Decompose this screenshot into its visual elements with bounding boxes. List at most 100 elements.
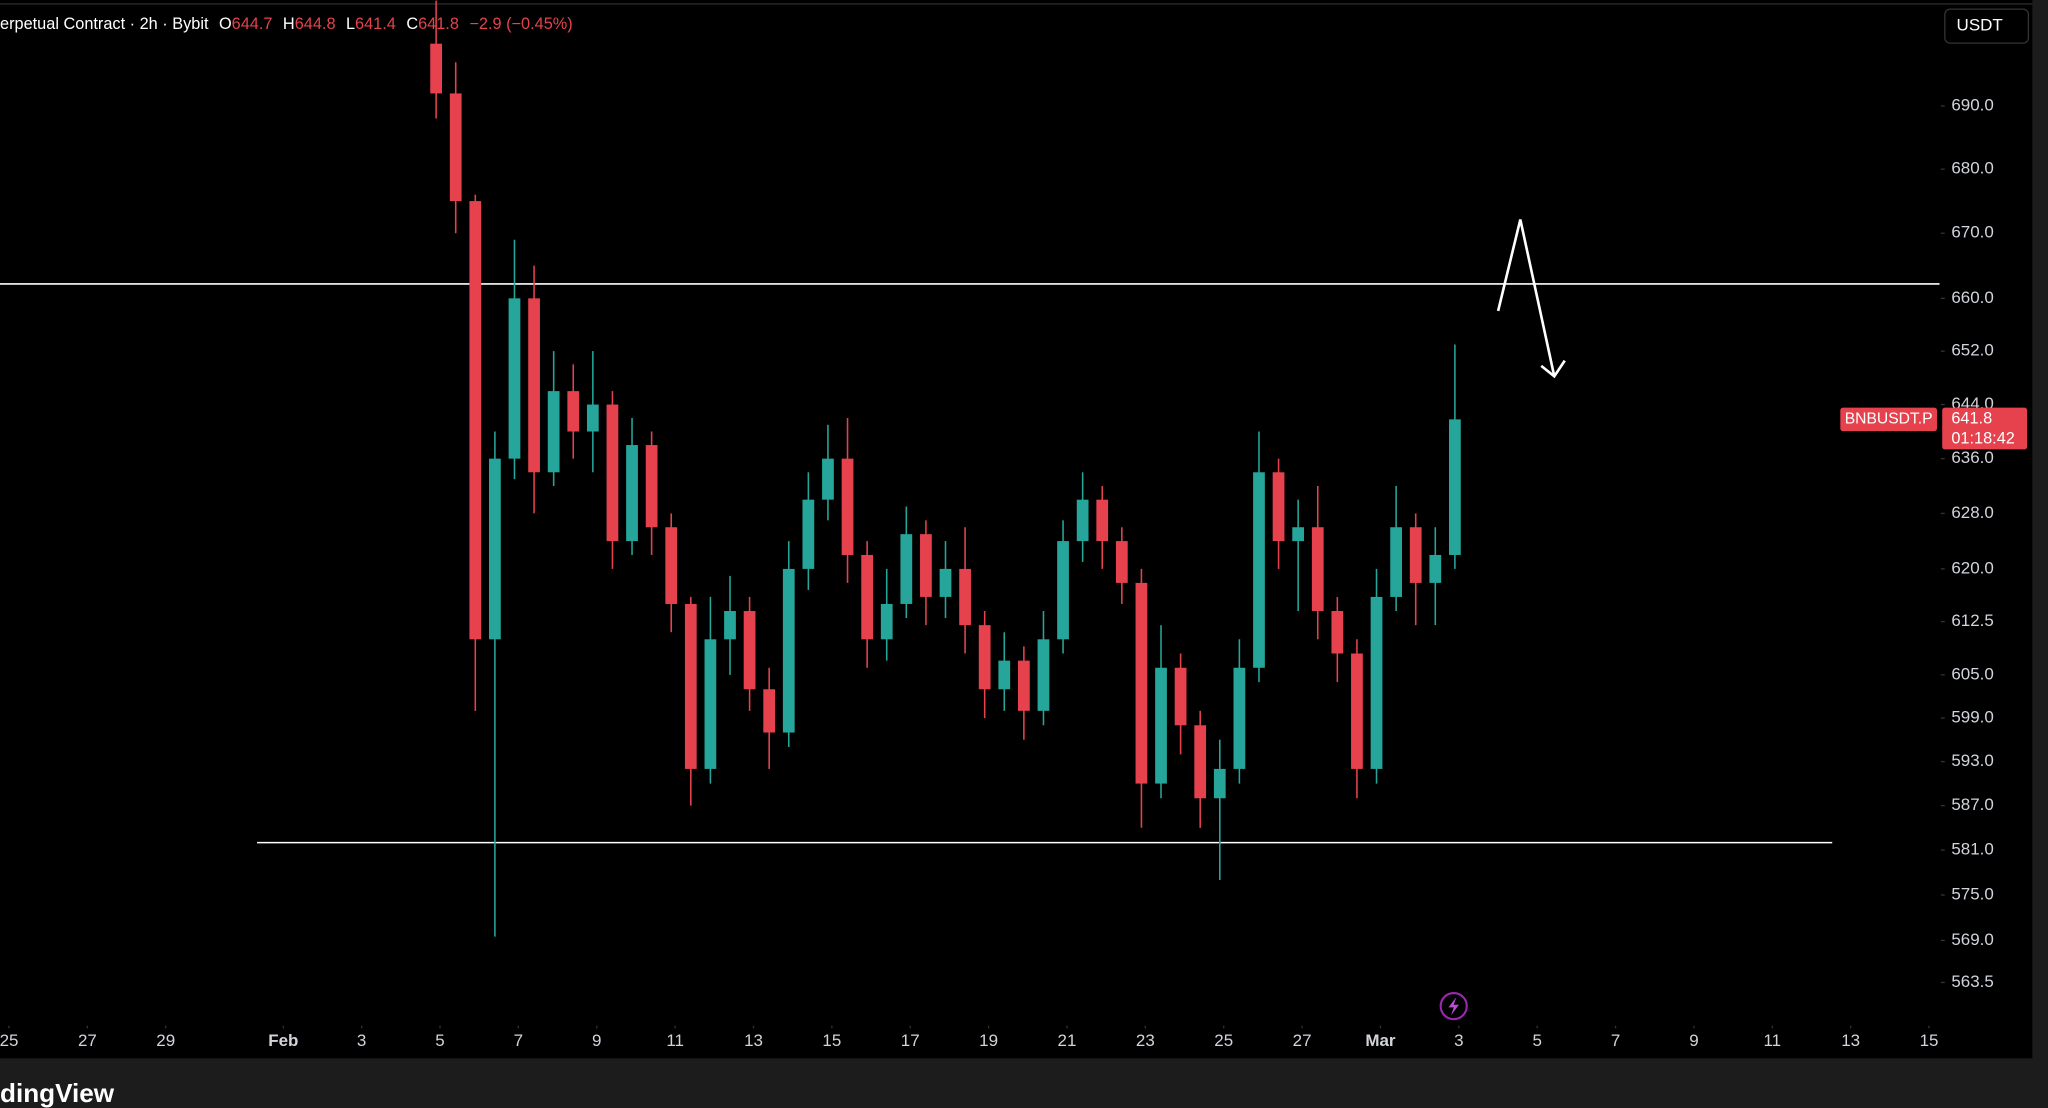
header: erpetual Contract · 2h · Bybit O644.7 H644… [0, 15, 573, 33]
y-tick-label: 660.0 [1951, 288, 1993, 307]
candle-body [861, 554, 874, 640]
candle-body [782, 568, 795, 733]
y-tick-label: 636.0 [1951, 448, 1993, 467]
candle-body [586, 404, 599, 432]
candle-body [489, 458, 501, 640]
candle-body [998, 660, 1011, 690]
candle-body [743, 611, 756, 690]
x-tick-label: 13 [1841, 1031, 1860, 1050]
ohlc-label: C [406, 15, 418, 33]
y-tick-label: 575.0 [1951, 885, 1993, 904]
y-tick-label: 620.0 [1951, 558, 1993, 577]
candle-body [528, 298, 540, 473]
x-tick-label: 21 [1058, 1031, 1077, 1050]
candle-body [508, 298, 521, 459]
x-tick-label: 9 [592, 1031, 601, 1050]
x-tick-label: 3 [357, 1031, 366, 1050]
candle-body [1135, 582, 1148, 784]
lightning [1448, 996, 1459, 1016]
candle-body [626, 445, 638, 542]
ohlc-value: 644.7 [232, 15, 273, 33]
x-tick-label: 25 [1214, 1031, 1233, 1050]
candle-body [1096, 499, 1109, 542]
y-tick-label: 652.0 [1951, 341, 1993, 360]
candle-body [1155, 667, 1167, 784]
ohlc-label: O [219, 15, 232, 33]
x-tick-label: 3 [1454, 1031, 1463, 1050]
candle-body [763, 689, 776, 733]
candle-body [1429, 554, 1442, 583]
currency-label: USDT [1957, 16, 2003, 35]
candle-body [1057, 541, 1069, 640]
candle-body [645, 445, 658, 528]
ohlc-value: 641.8 [418, 15, 459, 33]
candle-body [900, 534, 913, 604]
x-tick-label: 7 [514, 1031, 523, 1050]
price-tag [1942, 407, 2028, 450]
candle-body [880, 603, 893, 640]
ohlc-value: 641.4 [355, 15, 396, 33]
y-tick-label: 581.0 [1951, 840, 1993, 859]
x-tick-label: 11 [666, 1031, 684, 1050]
candle-body [1449, 419, 1461, 555]
x-tick-label: 13 [744, 1031, 763, 1050]
candle-body [547, 391, 560, 473]
x-tick-label: 29 [156, 1031, 175, 1050]
candle-body [1311, 527, 1324, 612]
candle-body [802, 499, 815, 569]
symbol-label: BNBUSDT.P [1845, 410, 1933, 427]
candle-body [1292, 527, 1305, 542]
symbol-tag [1840, 407, 1937, 432]
change: −2.9 (−0.45%) [469, 15, 572, 33]
x-tick-label: 27 [78, 1031, 97, 1050]
header-title: erpetual Contract · 2h · Bybit [0, 15, 209, 33]
ohlc-label: H [283, 15, 295, 33]
y-tick-label: 612.5 [1951, 611, 1993, 630]
arrow-drawing [1496, 219, 1556, 377]
candle-body [822, 458, 834, 500]
currency-button[interactable] [1944, 8, 2030, 44]
x-tick-label: 17 [901, 1031, 920, 1050]
y-tick-label: 605.0 [1951, 664, 1993, 683]
ohlc-value: 644.8 [295, 15, 336, 33]
candle-body [665, 527, 678, 604]
candle-body [1174, 667, 1187, 726]
x-tick-label: 25 [0, 1031, 18, 1050]
x-tick-label: 27 [1293, 1031, 1312, 1050]
x-tick-label: Feb [268, 1031, 298, 1050]
event-icon[interactable] [1439, 991, 1468, 1021]
candle-body [430, 43, 442, 94]
candle-body [959, 568, 971, 626]
candle-body [469, 201, 482, 640]
y-tick-label: 599.0 [1951, 708, 1993, 727]
x-tick-label: 19 [979, 1031, 998, 1050]
candle-body [1370, 596, 1383, 769]
countdown: 01:18:42 [1951, 429, 2014, 447]
plot-area [0, 0, 1940, 937]
candle-body [920, 534, 932, 597]
candle-body [1076, 499, 1089, 542]
candle-body [939, 568, 952, 597]
candle-body [1115, 541, 1128, 583]
x-tick-label: 5 [435, 1031, 444, 1050]
footer-band [0, 1058, 2048, 1108]
y-tick-label: 569.0 [1951, 930, 1993, 949]
candle-body [1194, 725, 1207, 799]
y-tick-label: 593.0 [1951, 751, 1993, 770]
x-tick-label: 9 [1689, 1031, 1698, 1050]
candle-body [449, 93, 462, 202]
y-tick-label: 587.0 [1951, 795, 1993, 814]
candle-body [841, 458, 854, 555]
candle-body [978, 625, 991, 690]
candle-body [1409, 527, 1422, 583]
x-tick-label: 23 [1136, 1031, 1155, 1050]
candle-body [684, 603, 697, 769]
candle-body [1017, 660, 1030, 711]
x-tick-label: 15 [1920, 1031, 1939, 1050]
candle-body [704, 639, 717, 769]
last-price: 641.8 [1951, 410, 1992, 428]
x-tick-label: Mar [1365, 1031, 1396, 1050]
candle-body [1037, 639, 1050, 711]
